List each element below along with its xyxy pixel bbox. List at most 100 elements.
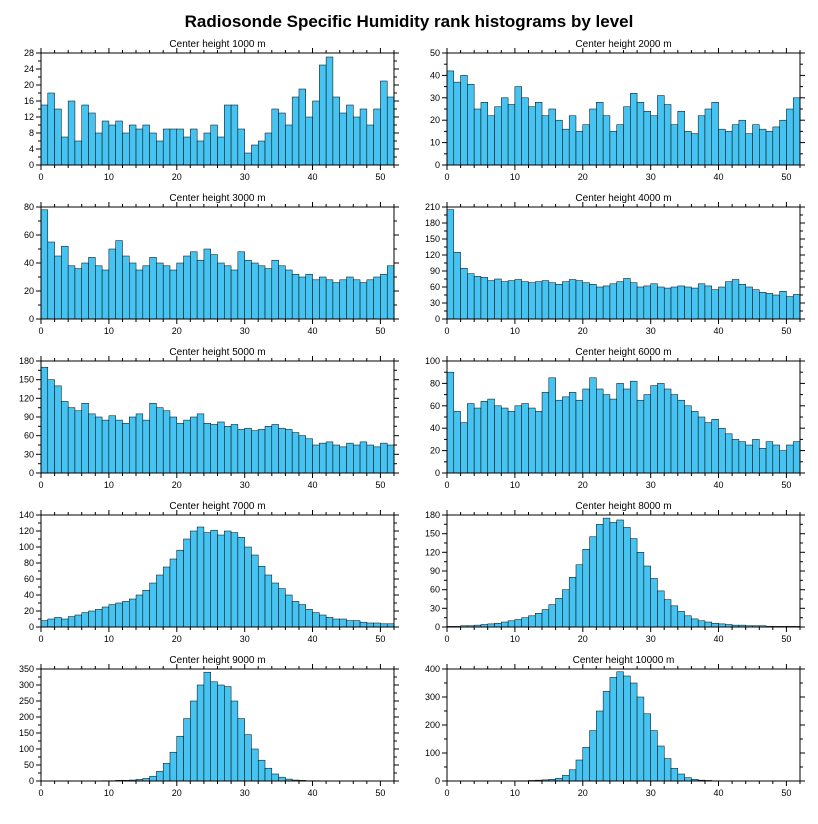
bar — [684, 615, 692, 628]
bar — [752, 124, 760, 166]
histogram-center-height-2000-m: Center height 2000 m 0 10 20 30 40 50 0 10 20 30 40… — [410, 36, 812, 188]
bar — [61, 136, 69, 166]
histogram-svg: Center height 9000 m 0 10 20 30 40 50 0 50 100 150… — [19, 655, 399, 798]
bar — [480, 401, 488, 474]
x-tick-label: 40 — [713, 326, 723, 336]
bar — [677, 399, 685, 474]
x-tick-label: 50 — [781, 326, 791, 336]
bar — [156, 407, 164, 474]
bar — [514, 279, 522, 320]
bar — [142, 589, 150, 628]
bar — [339, 446, 347, 474]
bar — [237, 251, 245, 320]
plot-border — [40, 668, 395, 782]
bar — [494, 623, 502, 628]
bar — [285, 269, 293, 320]
bar — [596, 710, 604, 782]
bar — [677, 611, 685, 628]
bar — [467, 273, 475, 320]
bar — [224, 426, 232, 474]
bar — [47, 241, 55, 320]
bar — [623, 278, 631, 320]
x-tick-label: 10 — [510, 172, 520, 182]
y-tick-label: 20 — [24, 286, 34, 296]
bar — [339, 618, 347, 628]
bar — [630, 282, 638, 320]
bar — [366, 622, 374, 628]
bar — [616, 519, 624, 628]
y-tick-label: 250 — [19, 696, 34, 706]
bar — [339, 112, 347, 166]
bar — [319, 614, 327, 628]
bar — [555, 399, 563, 474]
bar — [74, 410, 82, 474]
bar — [332, 618, 340, 628]
bar — [765, 293, 774, 320]
bar — [291, 601, 300, 628]
y-tick-label: 0 — [435, 468, 440, 478]
bar — [650, 115, 658, 166]
bar — [786, 296, 794, 320]
bar — [291, 273, 300, 320]
bar — [718, 286, 726, 320]
histogram-center-height-9000-m: Center height 9000 m 0 10 20 30 40 50 0 50 100 150… — [4, 652, 406, 804]
x-tick-label: 30 — [646, 788, 656, 798]
bar — [237, 429, 245, 474]
bar — [203, 671, 211, 782]
bar — [217, 534, 225, 628]
bar — [95, 132, 103, 166]
x-tick-label: 30 — [240, 326, 250, 336]
y-tick-label: 90 — [24, 412, 34, 422]
y-tick-label: 80 — [24, 558, 34, 568]
x-tick-label: 10 — [104, 634, 114, 644]
x-tick-label: 30 — [240, 634, 250, 644]
bar — [670, 394, 679, 474]
x-tick-label: 40 — [307, 172, 317, 182]
y-tick-label: 150 — [425, 234, 440, 244]
bar — [643, 285, 651, 320]
bar — [697, 283, 706, 320]
x-tick-label: 30 — [240, 172, 250, 182]
bar — [596, 102, 604, 166]
bar — [162, 566, 171, 628]
bar — [47, 618, 55, 628]
bar — [54, 617, 62, 628]
bar — [224, 530, 232, 628]
bar — [575, 399, 584, 474]
bar — [380, 442, 388, 474]
bar — [589, 536, 597, 628]
bar — [704, 108, 712, 166]
x-tick-label: 40 — [307, 326, 317, 336]
bar — [298, 604, 306, 628]
x-tick-label: 30 — [646, 480, 656, 490]
bar — [677, 285, 685, 320]
bar — [568, 576, 577, 628]
bar — [589, 377, 597, 474]
y-tick-label: 120 — [425, 250, 440, 260]
bar — [521, 281, 529, 320]
x-tick-label: 20 — [578, 172, 588, 182]
bar — [548, 377, 556, 474]
bar — [88, 257, 96, 320]
bar — [636, 552, 645, 628]
y-tick-label: 200 — [19, 712, 34, 722]
bar — [156, 574, 164, 628]
bar — [47, 379, 55, 474]
bar — [759, 292, 767, 320]
bar — [718, 427, 726, 474]
y-tick-label: 40 — [24, 590, 34, 600]
bar — [101, 419, 110, 474]
y-tick-label: 50 — [24, 760, 34, 770]
x-tick-label: 20 — [578, 634, 588, 644]
bar — [217, 684, 225, 782]
bar — [650, 385, 658, 474]
bar — [312, 444, 320, 474]
bar — [630, 682, 638, 782]
bar — [535, 281, 543, 320]
bar — [738, 119, 746, 166]
y-axis-ticks: 0 50 100 150 200 250 300 350 — [19, 664, 399, 786]
histogram-center-height-5000-m: Center height 5000 m 0 10 20 30 40 50 0 30 60 90 12… — [4, 344, 406, 496]
bar — [346, 620, 354, 628]
bar — [244, 259, 252, 320]
bar — [514, 86, 522, 166]
